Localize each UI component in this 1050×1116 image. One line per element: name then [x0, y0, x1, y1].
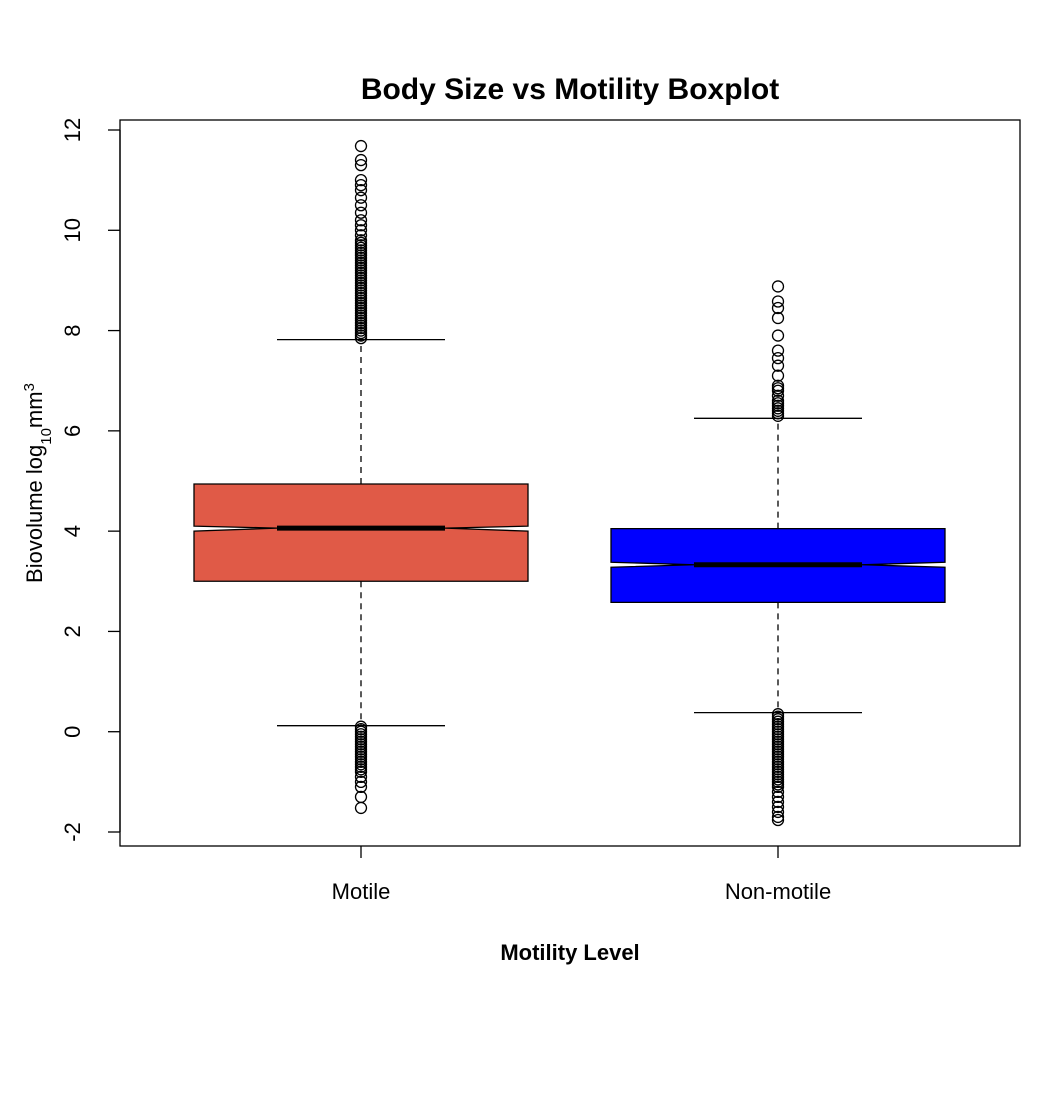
y-axis-label-prefix: Biovolume log: [22, 445, 47, 583]
x-tick-label: Non-motile: [725, 879, 831, 904]
outlier-point: [771, 795, 785, 809]
outlier-point: [771, 295, 785, 308]
outlier-point: [354, 173, 368, 187]
outlier-point: [354, 179, 368, 192]
outlier-point: [771, 813, 785, 827]
outlier-point: [771, 369, 785, 382]
outlier-point: [354, 158, 368, 172]
outlier-point: [771, 800, 785, 814]
x-tick-label: Motile: [332, 879, 391, 904]
outlier-point: [771, 785, 785, 799]
outlier-point: [354, 234, 368, 247]
box-non-motile: [610, 280, 946, 827]
x-axis-label: Motility Level: [500, 940, 639, 965]
y-tick-label: 4: [60, 525, 85, 537]
y-tick-label: 0: [60, 726, 85, 738]
outlier-point: [771, 329, 785, 342]
outlier-point: [354, 219, 368, 232]
outlier-point: [771, 780, 785, 794]
outlier-point: [354, 229, 368, 242]
outlier-point: [354, 139, 368, 153]
chart-title: Body Size vs Motility Boxplot: [361, 73, 779, 106]
outlier-point: [771, 379, 785, 392]
outlier-point: [354, 224, 368, 237]
outlier-point: [771, 301, 785, 315]
outlier-point: [771, 344, 785, 357]
y-tick-label: 8: [60, 324, 85, 336]
outlier-point: [354, 775, 368, 789]
outlier-point: [354, 780, 368, 794]
outlier-point: [354, 214, 368, 227]
outlier-point: [771, 359, 785, 372]
y-axis-label-subscript: 10: [38, 428, 55, 445]
y-tick-label: 2: [60, 625, 85, 637]
outlier-point: [771, 382, 785, 395]
outlier-point: [771, 280, 785, 293]
y-tick-label: 6: [60, 425, 85, 437]
outlier-point: [354, 191, 368, 204]
y-axis-label-unit: mm: [22, 391, 47, 428]
outlier-point: [771, 805, 785, 819]
outlier-point: [771, 394, 785, 407]
y-axis: -2 0 2 4 6 8 10 12: [60, 118, 121, 842]
outlier-point: [771, 311, 785, 325]
outlier-point: [354, 790, 368, 804]
plot-frame: [119, 119, 1021, 847]
box-motile: [193, 139, 529, 815]
outlier-point: [354, 199, 368, 212]
outlier-point: [354, 765, 368, 778]
y-axis-label: Biovolume log10mm3: [21, 383, 55, 583]
outlier-point: [771, 351, 785, 365]
y-axis-label-superscript: 3: [21, 383, 38, 391]
outlier-point: [354, 184, 368, 197]
outlier-point: [771, 389, 785, 402]
outlier-point: [771, 790, 785, 804]
outlier-point: [354, 153, 368, 167]
y-tick-label: 10: [60, 218, 85, 242]
outlier-point: [771, 810, 785, 824]
outlier-point: [354, 770, 368, 783]
y-tick-label: -2: [60, 822, 85, 842]
outlier-point: [354, 801, 368, 815]
box-body: [193, 483, 529, 582]
boxes: [193, 139, 946, 827]
y-tick-label: 12: [60, 118, 85, 142]
x-axis: Motile Non-motile: [332, 846, 831, 904]
outlier-point: [354, 206, 368, 219]
